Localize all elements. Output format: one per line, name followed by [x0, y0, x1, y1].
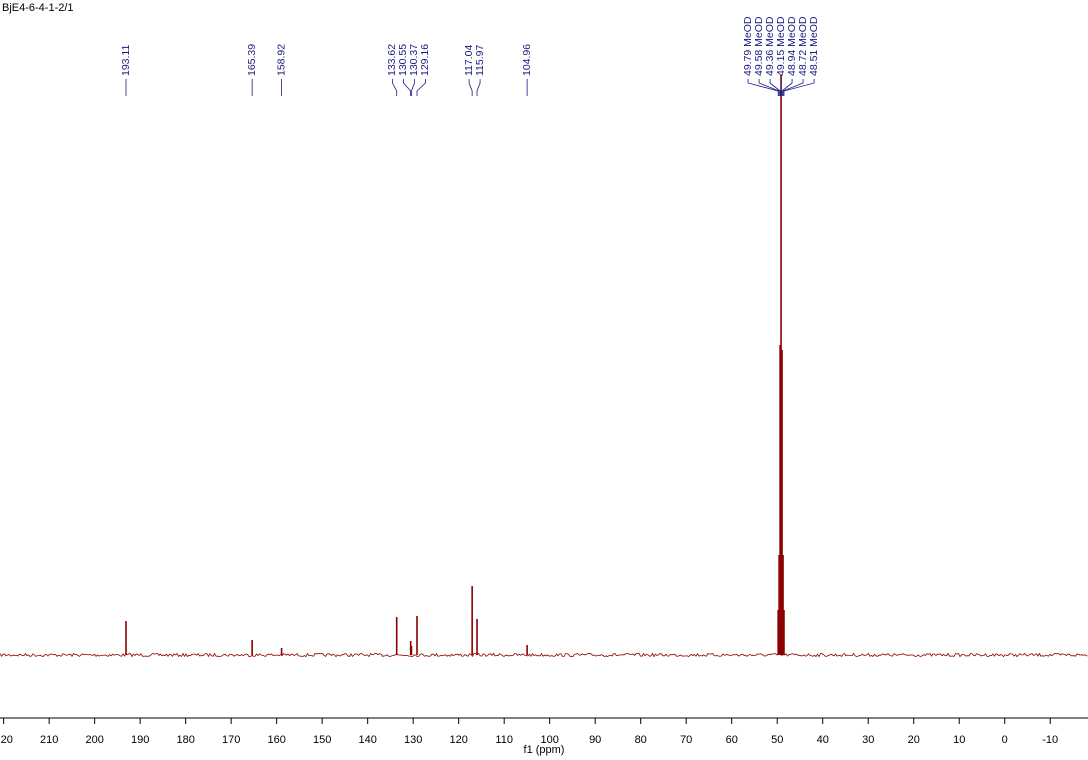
peak-label-connector [416, 79, 426, 96]
peak-label: 49.79 MeOD [742, 16, 754, 76]
peak-label: 158.92 [275, 44, 287, 76]
x-tick-label: 70 [680, 734, 692, 746]
x-tick-label: 30 [862, 734, 874, 746]
x-tick-label: 130 [404, 734, 422, 746]
x-tick-label: 80 [635, 734, 647, 746]
peak-label-connector [758, 79, 780, 96]
x-tick-label: 10 [953, 734, 965, 746]
x-tick-label: 50 [771, 734, 783, 746]
x-tick-label: 210 [40, 734, 58, 746]
x-tick-label: 40 [817, 734, 829, 746]
x-tick-label: 20 [908, 734, 920, 746]
x-tick-label: 190 [131, 734, 149, 746]
peak-label: 48.94 MeOD [786, 16, 798, 76]
peak-label: 130.55 [397, 44, 409, 76]
x-tick-label: 160 [267, 734, 285, 746]
x-tick-label: 150 [313, 734, 331, 746]
peak-label: 117.04 [463, 45, 475, 76]
peak-label: 49.15 MeOD [775, 16, 787, 76]
x-axis-label: f1 (ppm) [524, 744, 565, 756]
peak-label: 133.62 [386, 44, 398, 76]
peak-label-connector [781, 79, 793, 96]
x-tick-label: 120 [450, 734, 468, 746]
x-tick-label: 180 [176, 734, 194, 746]
peak-label: 49.36 MeOD [764, 16, 776, 76]
x-tick-label: 170 [222, 734, 240, 746]
peak-label: 130.37 [408, 44, 420, 76]
peak-label: 193.11 [120, 45, 132, 76]
peak-label: 165.39 [246, 44, 258, 76]
peak-label: 48.51 MeOD [808, 16, 820, 76]
x-tick-label: 200 [85, 734, 103, 746]
peak-label: 129.16 [419, 44, 431, 76]
peak-label-connector [747, 79, 779, 96]
x-tick-label: 140 [358, 734, 376, 746]
peak-label-connector [403, 79, 412, 96]
peak-label: 49.58 MeOD [753, 16, 765, 76]
peak-label-connector [783, 79, 815, 96]
peak-label: 104.96 [521, 44, 533, 76]
x-tick-label: 100 [541, 734, 559, 746]
peak-label-connector [476, 79, 481, 96]
peak-label: 48.72 MeOD [797, 16, 809, 76]
baseline-noise [0, 652, 1088, 658]
peak-label-connector [468, 79, 473, 96]
peak-label-connector [411, 79, 415, 96]
x-tick-label: 220 [0, 734, 13, 746]
peak-label-connector [769, 79, 781, 96]
x-tick-label: 0 [1002, 734, 1008, 746]
x-tick-label: -10 [1042, 734, 1058, 746]
chart-title: BjE4-6-4-1-2/1 [2, 2, 74, 14]
x-tick-label: 90 [589, 734, 601, 746]
peak-label-connector [782, 79, 804, 96]
x-tick-label: 110 [495, 734, 513, 746]
peak-label-connector [392, 79, 398, 96]
x-tick-label: 60 [726, 734, 738, 746]
peak-label: 115.97 [474, 45, 486, 76]
